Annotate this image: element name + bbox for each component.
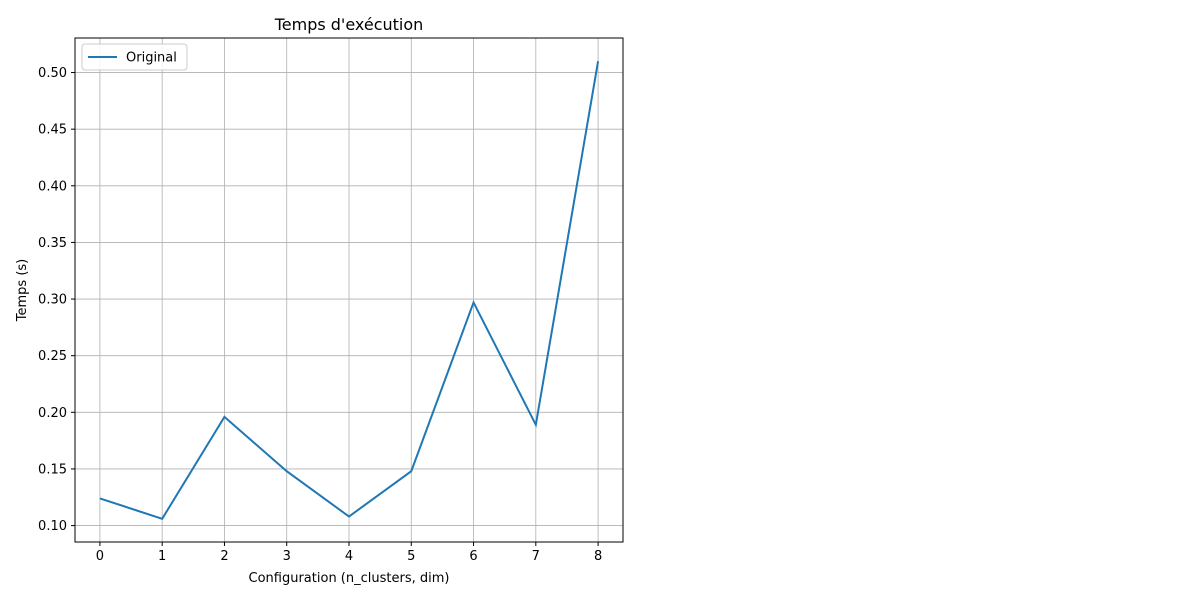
x-tick-label: 7 [532,549,540,564]
series-layer [99,61,600,520]
y-tick-label: 0.40 [38,179,67,194]
x-tick-label: 2 [220,549,228,564]
legend: Original [81,43,188,71]
legend-label: Original [126,51,177,66]
series-line-0 [99,61,600,520]
y-axis-title: Temps (s) [15,259,30,322]
y-tick-label: 0.15 [38,462,67,477]
y-tick-label: 0.30 [38,293,67,308]
legend-box [81,43,188,71]
x-axis: 0 1 2 3 4 5 6 7 8 [96,542,602,564]
y-tick-label: 0.45 [38,123,67,138]
x-axis-title: Configuration (n_clusters, dim) [249,571,450,586]
x-tick-label: 0 [96,549,104,564]
y-tick-label: 0.20 [38,406,67,421]
x-tick-label: 5 [407,549,415,564]
x-tick-label: 4 [345,549,353,564]
chart-title: Temps d'exécution [274,15,424,34]
y-tick-label: 0.10 [38,519,67,534]
x-tick-label: 1 [158,549,166,564]
y-tick-label: 0.35 [38,236,67,251]
y-axis: 0.10 0.15 0.20 0.25 0.30 0.35 0.40 0.45 0.50 [38,66,75,534]
grid [75,38,623,542]
x-tick-label: 3 [283,549,291,564]
y-tick-label: 0.50 [38,66,67,81]
x-tick-label: 6 [469,549,477,564]
y-tick-label: 0.25 [38,349,67,364]
x-tick-label: 8 [594,549,602,564]
